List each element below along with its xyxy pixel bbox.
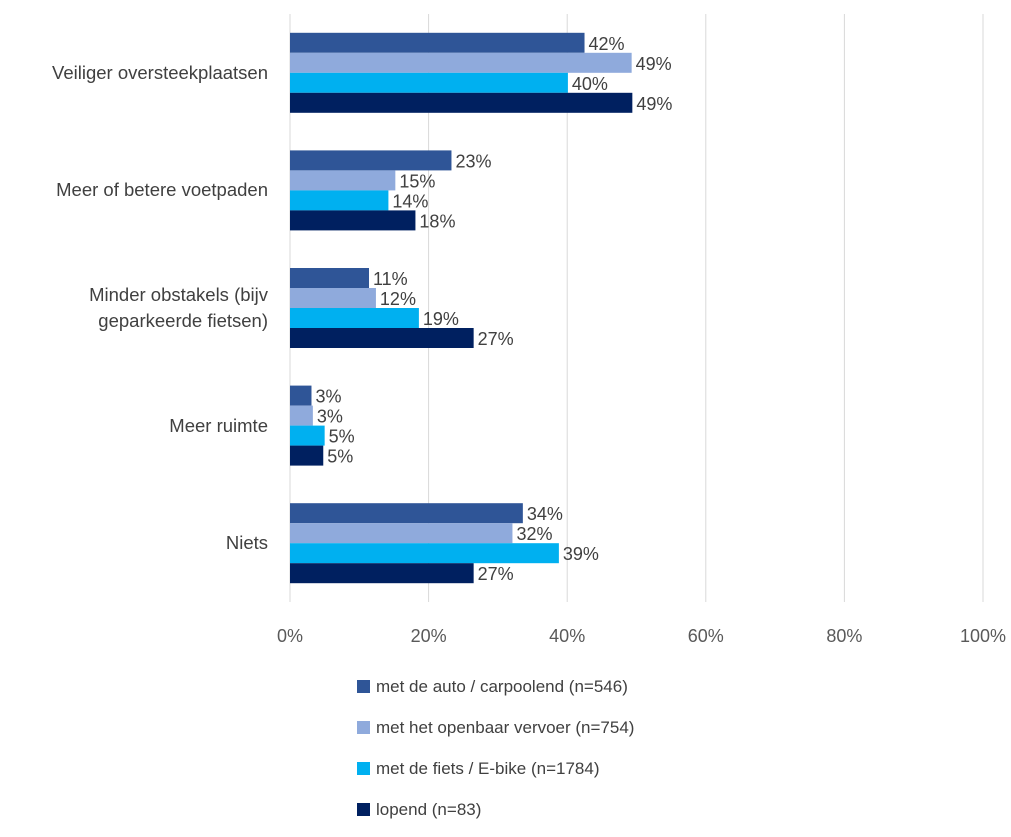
data-label: 11%: [373, 269, 408, 289]
bar: [290, 52, 632, 73]
legend-swatch: [357, 680, 370, 693]
x-tick-label: 80%: [826, 626, 862, 646]
category-label: Niets: [226, 530, 268, 556]
category-label: Minder obstakels (bijv geparkeerde fietse…: [89, 282, 268, 334]
category-label: Meer ruimte: [169, 413, 268, 439]
data-label: 49%: [636, 94, 672, 114]
data-label: 3%: [317, 407, 343, 427]
legend-label: lopend (n=83): [376, 799, 482, 819]
x-tick-label: 100%: [960, 626, 1006, 646]
bar: [290, 170, 396, 191]
bar: [290, 92, 633, 113]
bar: [290, 32, 585, 53]
bar: [290, 445, 324, 466]
data-label: 42%: [589, 34, 625, 54]
bar: [290, 268, 370, 288]
legend-item: met de auto / carpoolend (n=546): [357, 673, 634, 700]
category-label-line: Veiliger oversteekplaatsen: [52, 61, 268, 83]
bar: [290, 72, 568, 93]
data-label: 27%: [478, 564, 514, 584]
category-label-line: Niets: [225, 532, 268, 554]
data-label: 34%: [527, 504, 563, 524]
chart-plot-area: 0% 20% 40% 60% 80% 100%42%49%40%49%23%15%14%1…: [277, 14, 1006, 646]
data-label: 27%: [478, 329, 514, 349]
legend-label: met de auto / carpoolend (n=546): [376, 676, 628, 696]
legend-item: lopend (n=83): [357, 796, 634, 823]
bar: [290, 150, 452, 171]
legend-label: met het openbaar vervoer (n=754): [376, 717, 635, 737]
category-label-line: Meer ruimte: [169, 414, 268, 436]
bar: [290, 288, 376, 308]
bar: [290, 523, 513, 544]
data-label: 40%: [572, 74, 608, 94]
legend-item: met de fiets / E-bike (n=1784): [357, 755, 634, 782]
data-label: 14%: [392, 191, 428, 211]
bar: [290, 385, 312, 406]
data-label: 49%: [636, 54, 672, 74]
category-label-line: Meer of betere voetpaden: [56, 179, 268, 201]
data-label: 5%: [329, 427, 355, 447]
legend-swatch: [357, 803, 370, 816]
data-label: 23%: [455, 151, 491, 171]
bar: [290, 405, 313, 426]
x-tick-label: 20%: [411, 626, 447, 646]
data-label: 15%: [399, 171, 435, 191]
bar: [290, 210, 416, 231]
data-label: 19%: [423, 309, 459, 329]
chart-legend: met de auto / carpoolend (n=546) met het …: [357, 673, 634, 837]
category-label: Meer of betere voetpaden: [56, 177, 268, 203]
bar: [290, 190, 389, 211]
data-label: 39%: [563, 544, 599, 564]
category-label-line: geparkeerde fietsen): [98, 310, 268, 331]
bar: [290, 328, 474, 348]
legend-item: met het openbaar vervoer (n=754): [357, 714, 634, 741]
data-label: 18%: [419, 211, 455, 231]
x-tick-label: 60%: [688, 626, 724, 646]
legend-swatch: [357, 762, 370, 775]
bar: [290, 308, 419, 328]
bar: [290, 425, 325, 446]
category-label-line: Minder obstakels (bijv: [89, 284, 268, 305]
data-label: 12%: [380, 289, 416, 309]
x-tick-label: 0%: [277, 626, 303, 646]
data-label: 3%: [315, 387, 341, 407]
category-label: Veiliger oversteekplaatsen: [52, 60, 268, 86]
bar: [290, 503, 523, 524]
legend-label: met de fiets / E-bike (n=1784): [376, 758, 600, 778]
x-tick-label: 40%: [549, 626, 585, 646]
bar: [290, 543, 559, 564]
data-label: 32%: [516, 524, 552, 544]
legend-swatch: [357, 721, 370, 734]
bar: [290, 563, 474, 584]
data-label: 5%: [327, 447, 353, 467]
